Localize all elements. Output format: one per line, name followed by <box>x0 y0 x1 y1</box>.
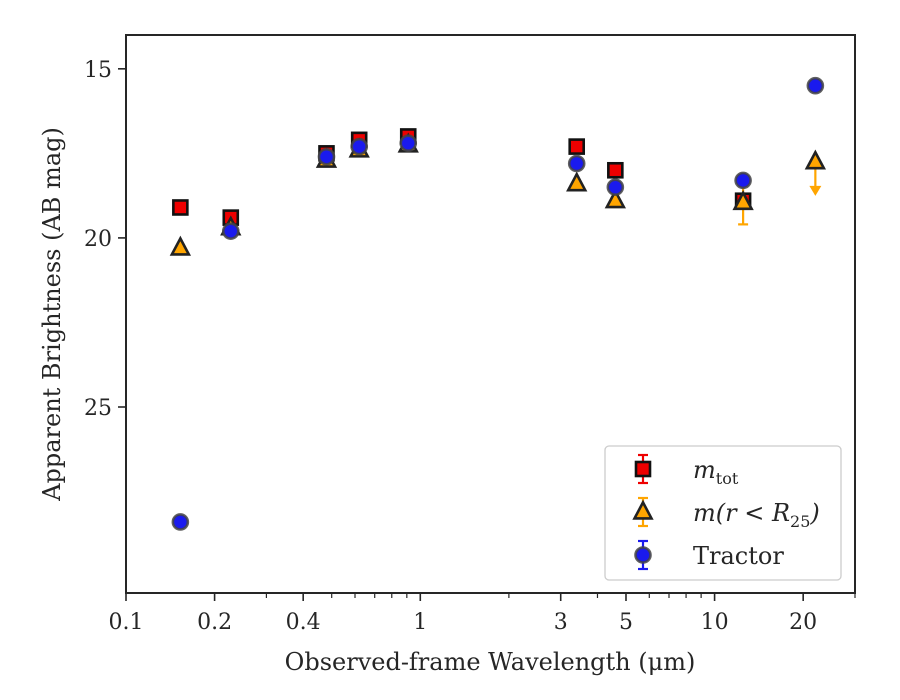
data-point-circle <box>806 76 825 95</box>
legend-label: Tractor <box>693 542 784 570</box>
y-axis-label: Apparent Brightness (AB mag) <box>38 127 66 502</box>
upper-limit-arrow <box>809 185 822 196</box>
data-point-square <box>172 199 189 216</box>
data-point-circle <box>221 222 240 240</box>
data-point-circle <box>399 134 418 153</box>
data-marks <box>169 76 827 531</box>
plot-frame <box>125 34 856 594</box>
x-tick-label: 0.4 <box>286 610 321 635</box>
legend-label: mtot <box>693 456 739 488</box>
data-point-triangle <box>804 149 827 170</box>
data-point-circle <box>567 154 586 173</box>
legend-marker-circle <box>634 546 652 564</box>
series-circle <box>171 76 825 531</box>
data-point-square <box>607 161 624 179</box>
data-point-circle <box>317 147 336 166</box>
data-point-triangle <box>604 188 627 209</box>
data-point-circle <box>734 171 752 190</box>
data-point-circle <box>350 137 368 156</box>
x-tick-label: 0.1 <box>109 610 144 635</box>
axis-ticks: 0.1 0.2 0.4 1 3 5 10 20 15 20 25 <box>84 58 856 635</box>
y-tick-label: 25 <box>84 396 112 421</box>
legend-marker-square <box>634 460 652 478</box>
legend-label: m(r < R25) <box>693 499 820 531</box>
x-tick-label: 1 <box>413 610 427 635</box>
x-tick-label: 10 <box>701 610 729 635</box>
data-point-circle <box>171 513 190 531</box>
data-point-circle <box>606 178 625 196</box>
data-point-square <box>568 138 586 155</box>
data-point-triangle <box>732 190 754 211</box>
x-tick-label: 3 <box>554 610 568 635</box>
data-point-triangle <box>566 171 588 192</box>
legend-box <box>604 445 842 581</box>
y-tick-label: 15 <box>84 58 112 83</box>
x-tick-label: 0.2 <box>197 610 232 635</box>
y-tick-label: 20 <box>84 227 112 252</box>
legend-marker-triangle <box>632 499 654 520</box>
data-point-triangle <box>169 235 192 256</box>
x-axis-label: Observed-frame Wavelength (μm) <box>285 648 696 676</box>
x-tick-label: 20 <box>789 610 817 635</box>
x-tick-label: 5 <box>619 610 633 635</box>
legend: mtot m(r < R25) Tractor <box>604 445 842 581</box>
